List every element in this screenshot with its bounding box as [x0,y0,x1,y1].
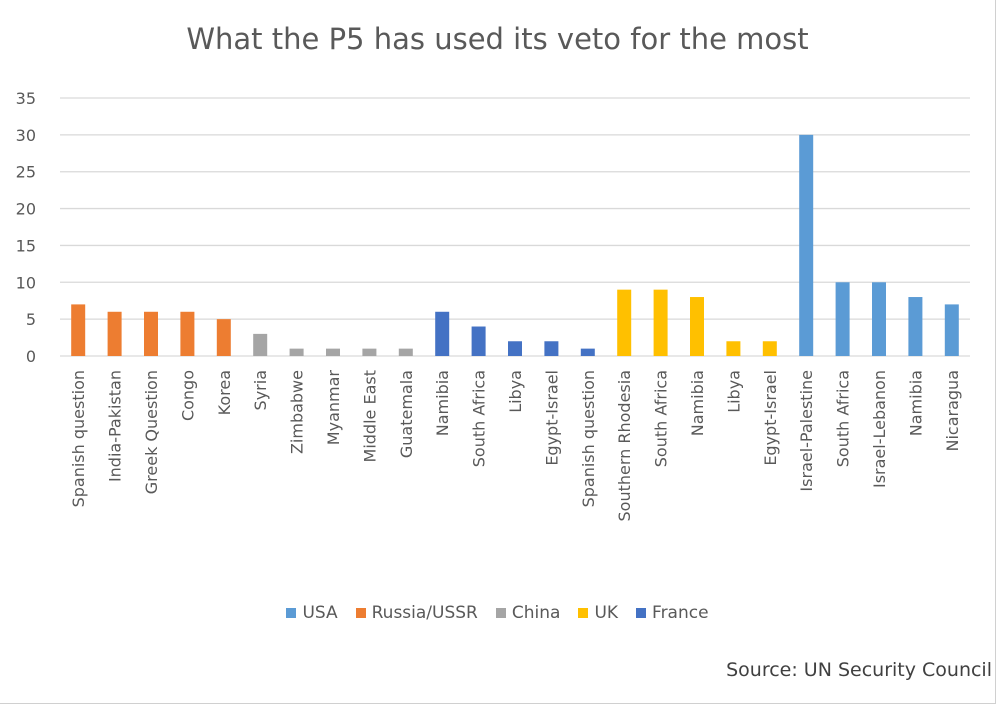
bar [435,311,450,356]
x-tick-label: Spanish question [579,370,598,507]
x-tick-label: South Africa [834,370,853,467]
bar [289,348,304,356]
x-tick-label: Guatemala [397,370,416,458]
x-tick-label: Nicaragua [943,370,962,452]
y-tick-label: 30 [16,126,36,145]
x-tick-label: Greek Question [142,370,161,494]
plot-area: 0 5 10 15 20 25 30 35 Spanish question India-Paki… [16,89,970,522]
y-tick-label: 35 [16,89,36,108]
bar [71,304,86,356]
x-tick-label: Syria [251,370,270,410]
legend-item: USA [286,603,338,623]
bar [617,289,632,356]
y-tick-label: 5 [26,310,36,329]
x-tick-label: South Africa [470,370,489,467]
legend: USA Russia/USSR China UK France [0,603,995,623]
bar [471,326,486,356]
bar [107,311,122,356]
bar [799,134,814,356]
x-tick-label: Libya [506,370,525,413]
legend-label: China [511,603,561,623]
x-tick-label: Spanish question [69,370,88,507]
bar [544,341,559,356]
bar [580,348,595,356]
bar [253,333,268,356]
bar [944,304,959,356]
x-tick-label: Israel-Lebanon [870,370,889,488]
bar [726,341,741,356]
chart-title: What the P5 has used its veto for the mo… [186,22,809,56]
x-tick-label: Namibia [433,370,452,436]
x-tick-label: Namibia [688,370,707,436]
bar [398,348,413,356]
legend-label: France [652,603,709,623]
legend-swatch [286,608,297,618]
x-tick-label: Korea [215,370,234,415]
x-tick-label: Middle East [360,370,379,462]
bar [835,282,850,356]
bar [690,297,704,356]
bar [762,341,777,356]
bar [144,311,158,356]
y-tick-label: 25 [16,163,36,182]
x-tick-label: Egypt-Israel [761,370,780,466]
bar [362,348,377,356]
x-tick-label: Namibia [906,370,925,436]
legend-item: UK [578,603,618,623]
x-tick-label: India-Pakistan [106,370,125,482]
legend-swatch [495,608,506,618]
legend-swatch [636,608,647,618]
x-tick-label: Israel-Palestine [797,370,816,492]
y-tick-label: 0 [26,347,36,366]
bar [326,348,340,356]
legend-item: Russia/USSR [355,603,478,623]
bar [180,311,195,356]
y-tick-label: 10 [16,273,36,292]
bar [872,282,886,356]
x-tick-label: Myanmar [324,370,343,446]
legend-item: China [495,603,561,623]
bar [508,341,522,356]
source-note: Source: UN Security Council [726,659,992,681]
legend-item: France [636,603,709,623]
x-tick-label: Congo [178,370,197,421]
bar [216,319,231,356]
legend-swatch [578,608,589,618]
y-tick-label: 15 [16,236,36,255]
legend-label: Russia/USSR [371,603,478,623]
x-tick-label: Egypt-Israel [542,370,561,466]
legend-swatch [355,608,366,618]
x-tick-label: Libya [724,370,743,413]
x-tick-label: South Africa [652,370,671,467]
bar [908,297,923,356]
x-tick-label: Zimbabwe [288,370,307,454]
x-tick-label: Southern Rhodesia [615,370,634,522]
bar [653,289,668,356]
legend-label: USA [302,603,338,623]
y-tick-label: 20 [16,200,36,219]
legend-label: UK [594,603,619,623]
